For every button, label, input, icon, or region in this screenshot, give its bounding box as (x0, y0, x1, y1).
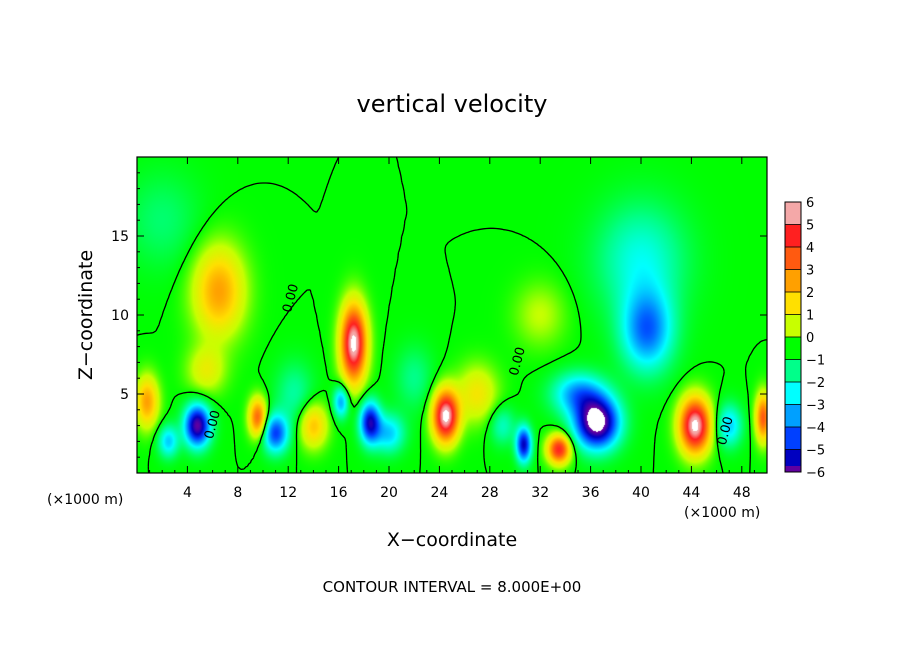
y-tick-label: 15 (111, 229, 129, 245)
colorbar-segment (785, 466, 801, 472)
contour-labels: 0.00 0.00 0.00 0.00 (202, 282, 737, 447)
x-tick-label: 36 (582, 485, 600, 501)
y-tick-label: 5 (120, 387, 129, 403)
x-tick-label: 28 (481, 485, 499, 501)
colorbar-segment (785, 292, 801, 315)
colorbar-tick-label: 2 (806, 286, 814, 301)
contour-label: 0.00 (202, 409, 224, 441)
colorbar-tick-label: 0 (806, 331, 814, 346)
contour-label: 0.00 (507, 346, 529, 378)
colorbar-tick-label: −5 (806, 444, 825, 459)
colorbar-segment (785, 337, 801, 360)
chart-title: vertical velocity (357, 90, 548, 118)
x-tick-label: 16 (330, 485, 348, 501)
x-tick-label: 40 (632, 485, 650, 501)
colorbar-segment (785, 314, 801, 337)
colorbar-tick-label: 5 (806, 219, 814, 234)
colorbar-tick-label: 4 (806, 241, 814, 256)
x-tick-label: 20 (380, 485, 398, 501)
x-tick-label: 24 (430, 485, 448, 501)
colorbar-tick-label: −2 (806, 376, 825, 391)
x-unit-left: (×1000 m) (47, 492, 123, 508)
y-axis: 5 10 15 (111, 172, 767, 458)
colorbar-segment (785, 382, 801, 405)
contour-label: 0.00 (280, 282, 302, 314)
contour-label: 0.00 (715, 415, 737, 447)
colorbar-segment (785, 202, 801, 225)
colorbar-tick-label: 1 (806, 309, 814, 324)
velocity-heatmap (137, 157, 767, 473)
colorbar-segment (785, 224, 801, 247)
x-tick-label: 4 (183, 485, 192, 501)
y-tick-label: 10 (111, 308, 129, 324)
colorbar-tick-label: 3 (806, 264, 814, 279)
colorbar-tick-label: −1 (806, 354, 825, 369)
colorbar-tick-label: −3 (806, 399, 825, 414)
x-tick-label: 12 (279, 485, 297, 501)
colorbar-legend: 6 5 4 3 2 1 0 −1 −2 −3 −4 −5 −6 (784, 196, 825, 481)
x-tick-label: 32 (531, 485, 549, 501)
colorbar-segment (785, 359, 801, 382)
colorbar-tick-label: −6 (806, 466, 825, 481)
y-axis-label: Z−coordinate (75, 250, 97, 380)
colorbar-segment (785, 247, 801, 270)
plot-area: 0.00 0.00 0.00 0.00 (136, 156, 768, 474)
x-axis-label: X−coordinate (387, 529, 517, 551)
x-tick-label: 48 (733, 485, 751, 501)
x-axis: 4 8 12 16 20 24 28 32 36 40 44 48 (149, 157, 755, 501)
colorbar-tick-label: 6 (806, 196, 814, 211)
zero-contour-lines (136, 156, 768, 474)
contour-interval-note: CONTOUR INTERVAL = 8.000E+00 (323, 578, 582, 596)
x-tick-label: 44 (682, 485, 700, 501)
zero-contour-path (136, 156, 768, 474)
x-tick-label: 8 (233, 485, 242, 501)
colorbar-segment (785, 269, 801, 292)
colorbar-segment (785, 427, 801, 450)
colorbar-segment (785, 404, 801, 427)
x-unit-right: (×1000 m) (684, 505, 760, 521)
colorbar-tick-label: −4 (806, 421, 825, 436)
